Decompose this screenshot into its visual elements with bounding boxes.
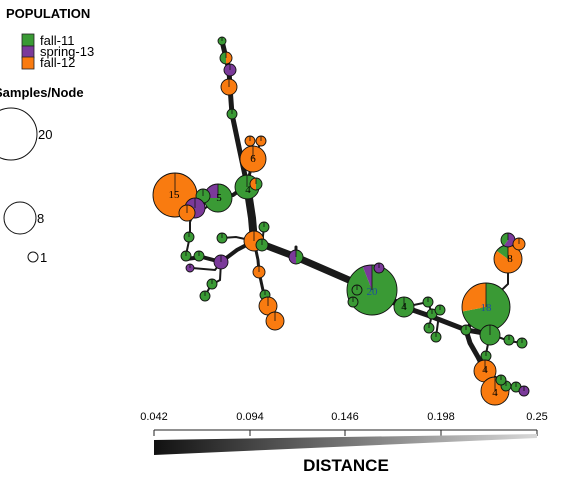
network-node <box>178 204 196 222</box>
node-label-4-right: 4 <box>401 301 407 313</box>
node-label-4-top: 4 <box>245 184 251 196</box>
node-pie-slice <box>362 265 372 290</box>
node-label-5: 5 <box>216 192 222 204</box>
distance-wedge <box>154 434 537 455</box>
network-node <box>518 385 530 397</box>
network-node <box>255 135 267 147</box>
network-node <box>351 284 363 296</box>
node-pie-slice <box>256 178 262 190</box>
legend-swatch-fall-11 <box>21 33 35 47</box>
size-legend-label-8: 8 <box>37 211 44 226</box>
network-nodes <box>152 36 530 406</box>
network-node <box>220 78 238 96</box>
network-node <box>503 334 515 346</box>
network-node <box>249 177 263 191</box>
size-legend-label-1: 1 <box>40 250 47 265</box>
node-label-8: 8 <box>507 253 513 265</box>
network-node <box>258 221 270 233</box>
legend-item-spring-13: spring-13 <box>21 44 94 59</box>
network-node <box>255 238 269 252</box>
node-pie-slice <box>503 233 516 248</box>
legend-item-fall-12: fall-12 <box>21 55 75 70</box>
node-pie-slice <box>289 250 296 264</box>
node-pie-slice <box>250 178 256 190</box>
network-node <box>216 232 228 244</box>
node-pie-slice <box>226 52 232 64</box>
legend-item-fall-11: fall-11 <box>21 33 74 48</box>
network-node <box>346 264 398 316</box>
node-label-20: 20 <box>367 286 379 298</box>
network-node <box>393 296 415 318</box>
network-node <box>217 36 227 46</box>
legend-label-spring-13: spring-13 <box>40 44 94 59</box>
axis-tick-label: 0.146 <box>331 411 359 423</box>
node-pie-slice <box>296 250 303 264</box>
network-node <box>422 296 434 308</box>
network-node <box>223 63 237 77</box>
network-node <box>265 311 285 331</box>
network-node <box>252 265 266 279</box>
node-label-4-bottom-a: 4 <box>482 364 488 376</box>
network-node <box>185 263 195 273</box>
node-pie-slice <box>496 245 508 259</box>
axis-tick-label: 0.198 <box>427 411 455 423</box>
size-legend-20: 20 <box>0 107 52 161</box>
node-label-4-bottom-b: 4 <box>492 387 498 399</box>
network-node <box>219 51 233 65</box>
axis-title: DISTANCE <box>303 456 389 475</box>
size-legend-circle-20 <box>0 107 38 161</box>
size-legend-circle-1 <box>27 251 39 263</box>
network-node <box>239 145 267 173</box>
network-node <box>213 254 229 270</box>
network-node <box>199 290 211 302</box>
network-node <box>461 282 511 332</box>
network-node <box>500 232 516 248</box>
legend-title-samples-per-node: Samples/Node <box>0 85 84 100</box>
network-node <box>347 296 359 308</box>
network-node <box>434 304 446 316</box>
network-node <box>373 262 385 274</box>
size-legend-circle-8 <box>3 201 37 235</box>
node-pie-slice <box>501 233 508 246</box>
node-labels: 15 20 18 8 6 5 4 4 4 4 <box>169 153 514 399</box>
network-node <box>473 359 497 383</box>
network-node <box>512 237 526 251</box>
network-node <box>516 337 528 349</box>
size-legend-1: 1 <box>27 250 47 265</box>
network-node <box>423 322 435 334</box>
network-node <box>180 250 192 262</box>
legend-title-population: POPULATION <box>6 6 90 21</box>
network-node <box>288 249 304 265</box>
network-node <box>193 250 205 262</box>
axis-tick-label: 0.25 <box>526 411 547 423</box>
network-node <box>183 231 195 243</box>
distance-axis: 0.042 0.094 0.146 0.198 0.25 DISTANCE <box>140 411 547 475</box>
network-node <box>206 278 218 290</box>
network-node <box>244 135 256 147</box>
node-pie-slice <box>462 283 486 312</box>
legend-swatch-fall-12 <box>21 56 35 70</box>
axis-tick-label: 0.042 <box>140 411 168 423</box>
node-label-15: 15 <box>169 189 181 201</box>
size-legend-8: 8 <box>3 201 44 235</box>
network-node <box>495 374 507 386</box>
network-node <box>430 331 442 343</box>
edge <box>401 304 493 337</box>
legend-label-fall-12: fall-12 <box>40 55 75 70</box>
axis-tick-label: 0.094 <box>236 411 264 423</box>
network-node <box>226 108 238 120</box>
node-label-18: 18 <box>481 302 493 314</box>
size-legend-label-20: 20 <box>38 127 52 142</box>
network-node <box>460 324 472 336</box>
legend-swatch-spring-13 <box>21 45 35 59</box>
legend: POPULATION fall-11 spring-13 fall-12 Sam… <box>0 6 94 265</box>
node-label-6: 6 <box>250 153 256 165</box>
network-node <box>480 350 492 362</box>
network-node <box>479 324 501 346</box>
node-pie-slice <box>220 52 226 64</box>
legend-label-fall-11: fall-11 <box>40 33 74 48</box>
